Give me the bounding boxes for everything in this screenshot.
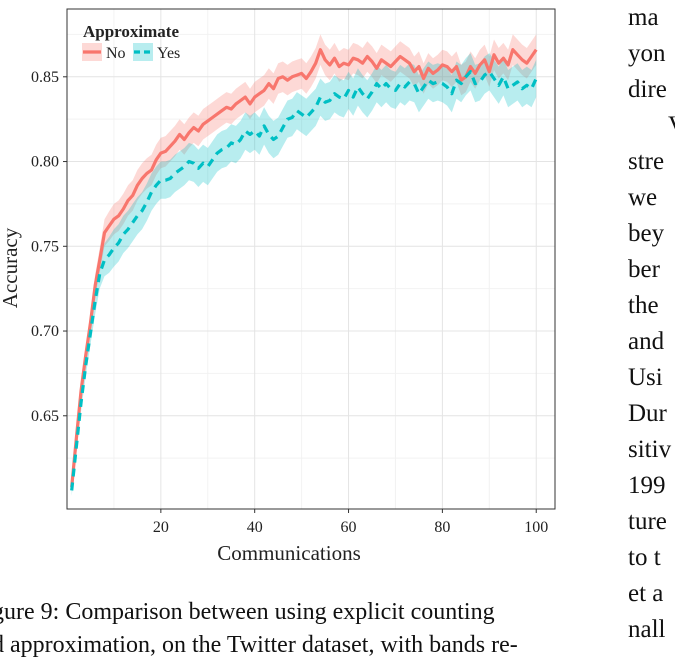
side-text-line: V: [628, 108, 675, 144]
legend-key-yes: [133, 43, 153, 61]
y-axis-ticks: 0.65 0.70 0.75 0.80 0.85: [31, 69, 67, 425]
legend-title: Approximate: [83, 22, 179, 41]
legend-label-no: No: [106, 45, 126, 62]
side-text-line: ber: [628, 256, 660, 283]
side-text-line: the: [628, 292, 659, 319]
legend-label-yes: Yes: [157, 45, 180, 62]
side-text-line: nall: [628, 616, 666, 643]
legend: Approximate No Yes: [82, 22, 180, 62]
x-tick-label: 80: [434, 519, 450, 536]
side-text-line: Usi: [628, 364, 663, 391]
side-text-line: stre: [628, 148, 665, 175]
grid: [67, 9, 555, 509]
line-no: [70, 48, 538, 488]
y-tick-label: 0.65: [31, 408, 59, 425]
x-axis-ticks: 20 40 60 80 100: [153, 509, 548, 536]
side-text-line: ture: [628, 508, 667, 535]
y-tick-label: 0.75: [31, 238, 59, 255]
y-axis-label: Accuracy: [0, 227, 22, 308]
side-text-line: 199: [628, 472, 666, 499]
side-text-line: sitiv: [628, 436, 672, 463]
side-text-line: dire: [628, 76, 667, 103]
adjacent-column-text: ma yon dire Vstre we bey ber the and Usi Dur sitiv 1…: [628, 0, 675, 648]
plot-frame: [66, 8, 556, 510]
side-text-line: ma: [628, 4, 659, 31]
figure-caption: gure 9: Comparison between using explici…: [0, 596, 592, 662]
confidence-bands: [71, 34, 537, 496]
y-tick-label: 0.85: [31, 69, 59, 86]
side-text-line: we: [628, 184, 658, 211]
x-tick-label: 20: [153, 519, 169, 536]
side-text-line: yon: [628, 40, 666, 67]
caption-line-2: d approximation, on the Twitter dataset,…: [0, 632, 518, 658]
side-text-line: and: [628, 328, 665, 355]
caption-line-1: gure 9: Comparison between using explici…: [0, 599, 495, 625]
accuracy-chart: 20 40 60 80 100 0.65 0.70 0.75 0.80 0.85 Communi…: [0, 8, 556, 565]
band-no: [71, 34, 537, 492]
line-yes: [70, 70, 538, 491]
x-tick-label: 100: [524, 519, 548, 536]
side-text-line: et a: [628, 580, 664, 607]
series-lines: [70, 48, 538, 491]
side-text-line: bey: [628, 220, 665, 247]
side-text-line: Dur: [628, 400, 667, 427]
y-tick-label: 0.70: [31, 323, 59, 340]
x-tick-label: 60: [341, 519, 357, 536]
side-text-line: to t: [628, 544, 661, 571]
x-tick-label: 40: [247, 519, 263, 536]
x-axis-label: Communications: [217, 541, 361, 565]
y-tick-label: 0.80: [31, 154, 59, 171]
